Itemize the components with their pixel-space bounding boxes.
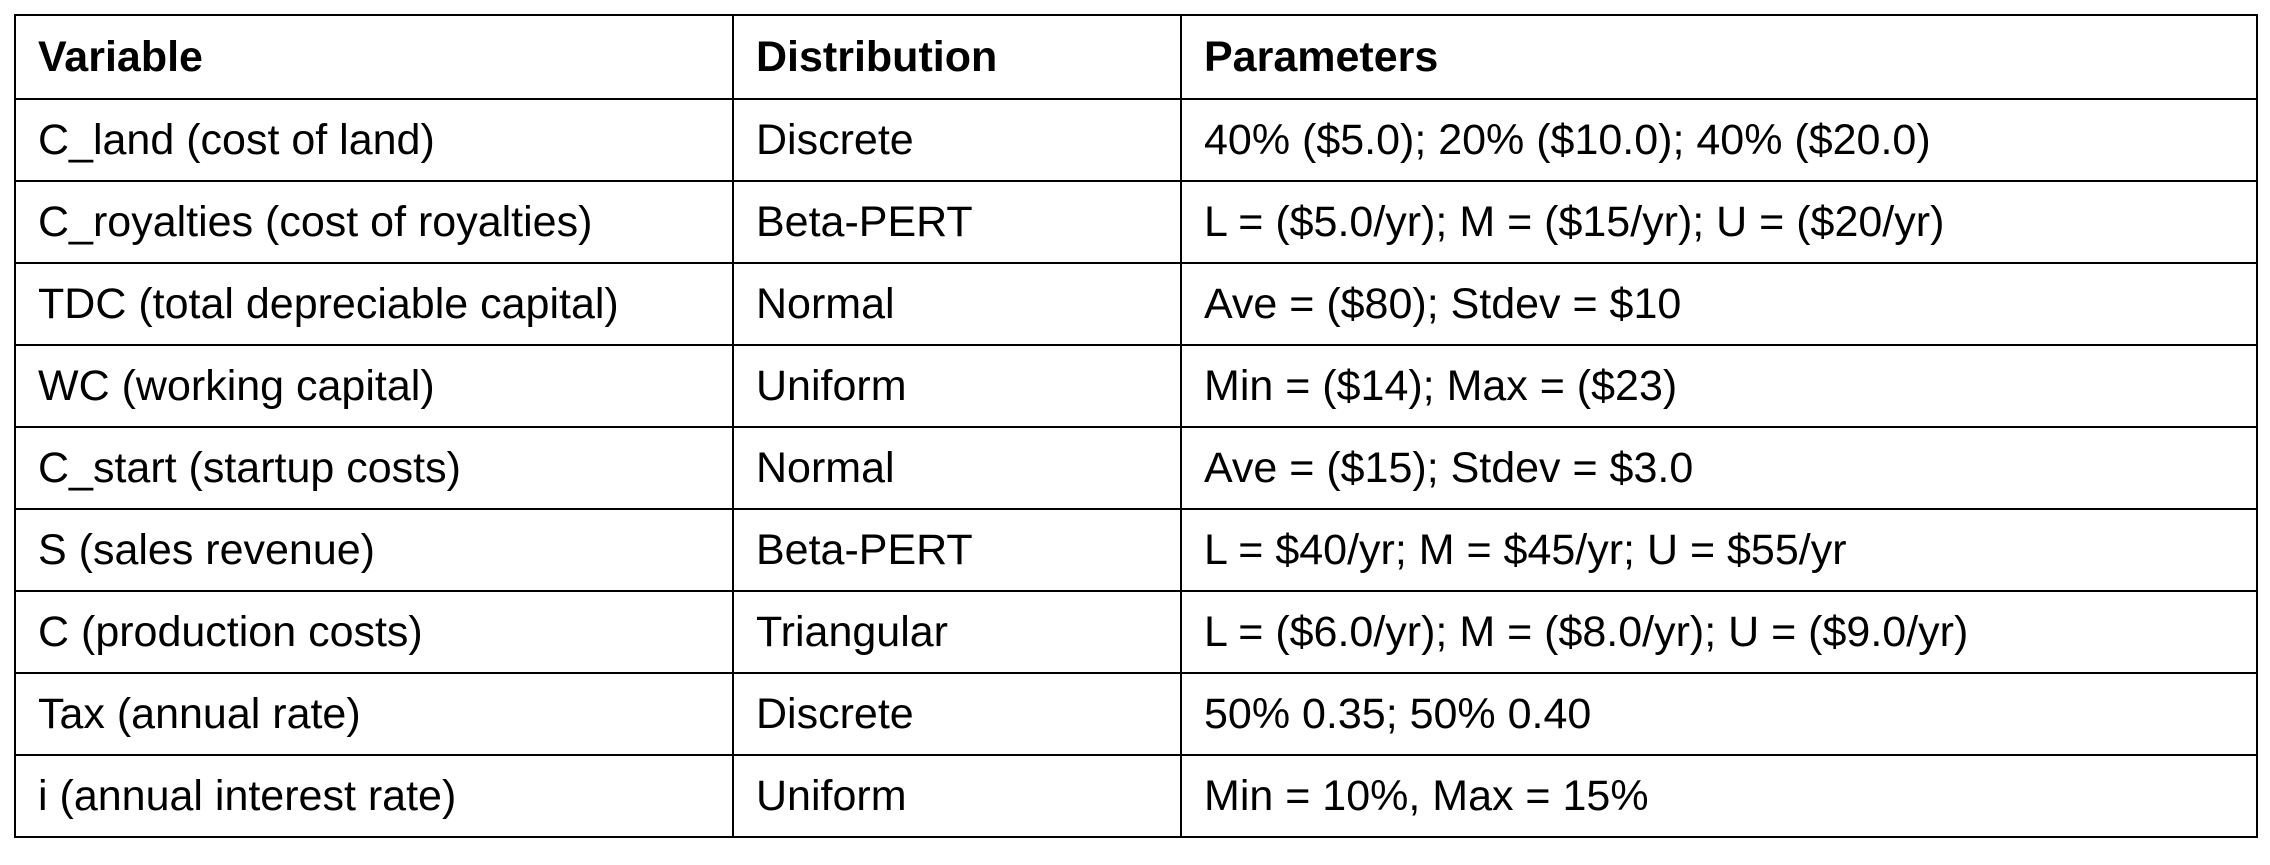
cell-distribution: Normal [732, 426, 1182, 510]
table-header: Variable Distribution Parameters [14, 14, 2258, 100]
table-row: i (annual interest rate) Uniform Min = 1… [14, 754, 2258, 838]
table-row: Tax (annual rate) Discrete 50% 0.35; 50%… [14, 672, 2258, 756]
cell-distribution: Beta-PERT [732, 180, 1182, 264]
cell-variable: TDC (total depreciable capital) [14, 262, 734, 346]
table-row: C (production costs) Triangular L = ($6.… [14, 590, 2258, 674]
cell-variable: Tax (annual rate) [14, 672, 734, 756]
cell-parameters: Min = 10%, Max = 15% [1180, 754, 2258, 838]
cell-distribution: Triangular [732, 590, 1182, 674]
header-variable: Variable [14, 14, 734, 100]
cell-parameters: L = $40/yr; M = $45/yr; U = $55/yr [1180, 508, 2258, 592]
cell-distribution: Uniform [732, 754, 1182, 838]
table-row: TDC (total depreciable capital) Normal A… [14, 262, 2258, 346]
cell-variable: C_start (startup costs) [14, 426, 734, 510]
table-body: C_land (cost of land) Discrete 40% ($5.0… [14, 98, 2258, 838]
cell-variable: WC (working capital) [14, 344, 734, 428]
cell-parameters: 50% 0.35; 50% 0.40 [1180, 672, 2258, 756]
header-row: Variable Distribution Parameters [14, 14, 2258, 100]
cell-distribution: Discrete [732, 672, 1182, 756]
table-row: C_land (cost of land) Discrete 40% ($5.0… [14, 98, 2258, 182]
cell-variable: C (production costs) [14, 590, 734, 674]
cell-parameters: Min = ($14); Max = ($23) [1180, 344, 2258, 428]
cell-parameters: 40% ($5.0); 20% ($10.0); 40% ($20.0) [1180, 98, 2258, 182]
table-row: C_royalties (cost of royalties) Beta-PER… [14, 180, 2258, 264]
distribution-table-container: Variable Distribution Parameters C_land … [14, 14, 2258, 838]
cell-parameters: L = ($6.0/yr); M = ($8.0/yr); U = ($9.0/… [1180, 590, 2258, 674]
header-distribution: Distribution [732, 14, 1182, 100]
cell-distribution: Normal [732, 262, 1182, 346]
table-row: C_start (startup costs) Normal Ave = ($1… [14, 426, 2258, 510]
cell-distribution: Uniform [732, 344, 1182, 428]
cell-distribution: Beta-PERT [732, 508, 1182, 592]
table-row: WC (working capital) Uniform Min = ($14)… [14, 344, 2258, 428]
distribution-table: Variable Distribution Parameters C_land … [14, 14, 2258, 838]
header-parameters: Parameters [1180, 14, 2258, 100]
table-row: S (sales revenue) Beta-PERT L = $40/yr; … [14, 508, 2258, 592]
cell-parameters: Ave = ($80); Stdev = $10 [1180, 262, 2258, 346]
cell-parameters: L = ($5.0/yr); M = ($15/yr); U = ($20/yr… [1180, 180, 2258, 264]
cell-variable: C_royalties (cost of royalties) [14, 180, 734, 264]
cell-variable: C_land (cost of land) [14, 98, 734, 182]
cell-parameters: Ave = ($15); Stdev = $3.0 [1180, 426, 2258, 510]
cell-variable: S (sales revenue) [14, 508, 734, 592]
cell-distribution: Discrete [732, 98, 1182, 182]
cell-variable: i (annual interest rate) [14, 754, 734, 838]
